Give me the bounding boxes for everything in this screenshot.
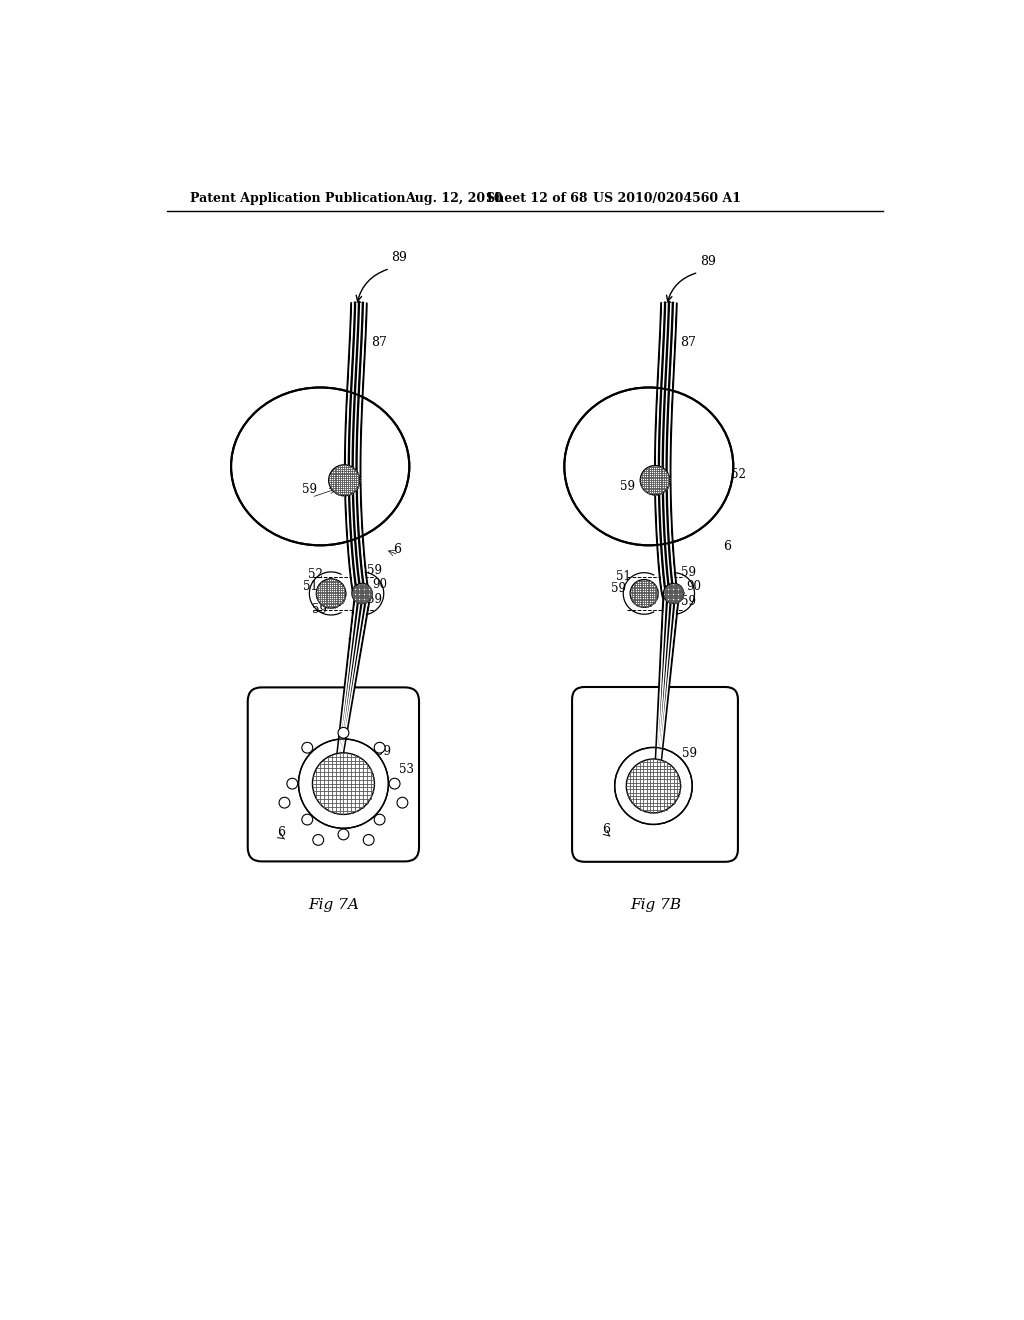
Text: 59: 59 [312,603,328,615]
Ellipse shape [338,727,349,738]
Text: 51: 51 [616,570,631,582]
Ellipse shape [302,742,312,754]
Text: Patent Application Publication: Patent Application Publication [190,191,406,205]
Text: 87: 87 [372,335,387,348]
Ellipse shape [316,578,346,609]
Ellipse shape [312,752,375,814]
Text: 59: 59 [302,483,317,496]
Ellipse shape [338,829,349,840]
Text: 6: 6 [602,822,610,836]
Text: Sheet 12 of 68: Sheet 12 of 68 [486,191,588,205]
Ellipse shape [364,834,374,845]
Ellipse shape [630,579,658,607]
Ellipse shape [312,834,324,845]
Ellipse shape [287,779,298,789]
Text: 59: 59 [682,747,697,760]
Text: 52: 52 [731,469,745,480]
Ellipse shape [397,797,408,808]
Text: Fig 7A: Fig 7A [308,898,359,912]
Text: 59: 59 [367,594,382,606]
Text: 59: 59 [681,566,696,578]
Ellipse shape [614,747,692,825]
Ellipse shape [302,814,312,825]
Ellipse shape [299,739,388,829]
Text: 16: 16 [658,635,675,648]
Ellipse shape [374,742,385,754]
Text: 6: 6 [393,543,401,556]
Text: 90: 90 [686,579,701,593]
Ellipse shape [231,388,410,545]
Ellipse shape [664,583,684,603]
Text: 53: 53 [399,763,415,776]
FancyBboxPatch shape [572,686,738,862]
Text: 59: 59 [367,564,382,577]
Ellipse shape [352,583,372,603]
Text: 51: 51 [303,579,318,593]
Text: Aug. 12, 2010: Aug. 12, 2010 [406,191,503,205]
Ellipse shape [627,759,681,813]
Ellipse shape [374,814,385,825]
Text: 89: 89 [391,251,408,264]
Text: 59: 59 [611,582,626,595]
FancyBboxPatch shape [248,688,419,862]
Ellipse shape [329,465,359,495]
Text: US 2010/0204560 A1: US 2010/0204560 A1 [593,191,741,205]
Text: 59: 59 [681,595,696,609]
Text: Fig 7B: Fig 7B [630,898,681,912]
Ellipse shape [564,388,733,545]
Text: 90: 90 [372,578,387,591]
Text: 16: 16 [346,638,362,651]
Ellipse shape [389,779,400,789]
Ellipse shape [640,466,670,495]
Text: 89: 89 [700,255,716,268]
Text: 52: 52 [308,568,323,581]
Text: 59: 59 [376,746,391,758]
Text: 6: 6 [278,826,286,840]
Text: 59: 59 [621,479,635,492]
Text: 6: 6 [723,540,731,553]
Ellipse shape [280,797,290,808]
Text: 87: 87 [681,335,696,348]
